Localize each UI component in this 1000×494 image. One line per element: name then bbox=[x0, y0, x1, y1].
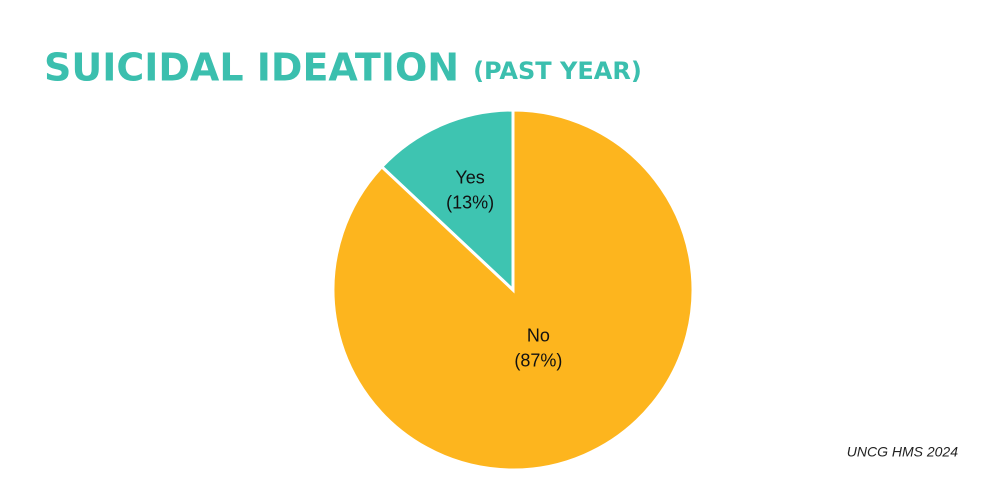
slice-label: Yes bbox=[455, 168, 484, 188]
pie-slice bbox=[331, 108, 695, 472]
chart-title: SUICIDAL IDEATION bbox=[44, 46, 459, 90]
pie-slice bbox=[379, 108, 515, 294]
chart-subtitle: (PAST YEAR) bbox=[473, 57, 642, 85]
source: UNCG HMS 2024 bbox=[847, 444, 958, 460]
slice-label: No bbox=[527, 325, 550, 345]
value-label: (87%) bbox=[514, 350, 562, 370]
value-label: (13%) bbox=[446, 193, 494, 213]
